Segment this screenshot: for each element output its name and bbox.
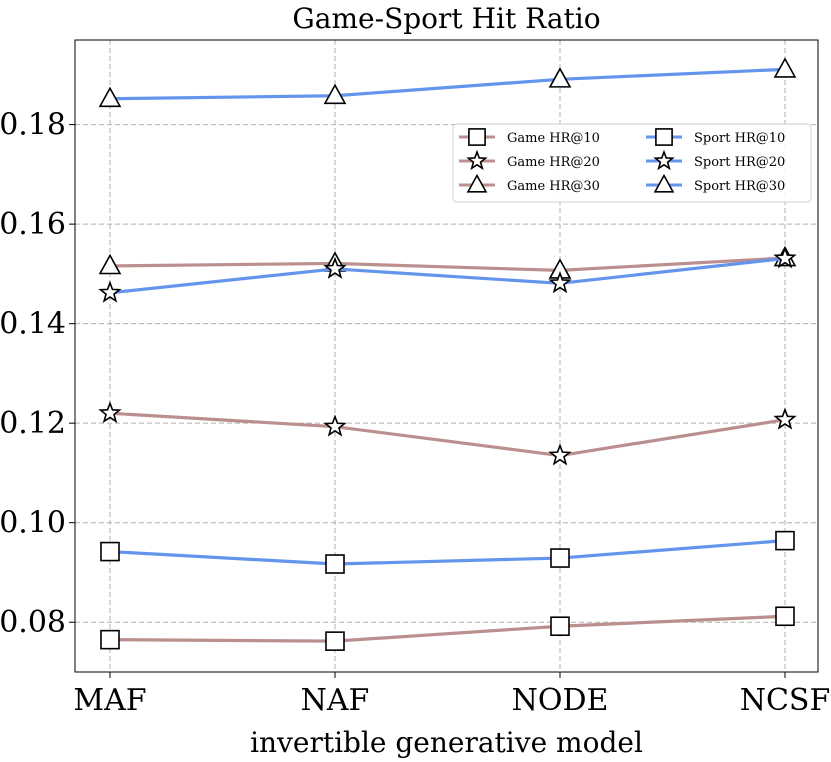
series-line-game-hr-10 xyxy=(109,614,786,643)
series-line-game-hr-20 xyxy=(109,411,786,458)
data-point-game-hr-10 xyxy=(775,606,795,627)
y-tick-label: 0.14 xyxy=(0,307,66,342)
series-line-sport-hr-30 xyxy=(109,67,786,101)
series-game-hr-30 xyxy=(98,245,797,279)
y-tick-label: 0.08 xyxy=(0,605,66,640)
data-point-game-hr-20 xyxy=(548,443,572,466)
data-point-game-hr-10 xyxy=(550,616,570,637)
legend-marker xyxy=(466,173,488,193)
series-sport-hr-20 xyxy=(98,246,797,303)
data-point-sport-hr-30 xyxy=(548,67,572,88)
data-point-sport-hr-20 xyxy=(98,280,122,303)
chart-title: Game-Sport Hit Ratio xyxy=(292,2,600,35)
x-tick-label: NODE xyxy=(512,683,609,718)
data-point-sport-hr-20 xyxy=(773,246,797,269)
grid-lines xyxy=(75,40,818,672)
series-game-hr-10 xyxy=(100,606,795,651)
data-point-sport-hr-30 xyxy=(773,57,797,78)
legend-entry-sport-hr-10: Sport HR@10 xyxy=(646,128,785,146)
data-point-sport-hr-30 xyxy=(98,86,122,108)
legend-marker xyxy=(653,149,675,171)
legend-entry-game-hr-30: Game HR@30 xyxy=(459,173,600,194)
y-tick-label: 0.18 xyxy=(0,108,66,143)
data-point-sport-hr-10 xyxy=(550,548,570,568)
data-point-game-hr-10 xyxy=(100,629,120,650)
x-tick-label: NCSF xyxy=(740,683,831,718)
legend-entry-sport-hr-30: Sport HR@30 xyxy=(646,173,785,194)
legend-marker xyxy=(468,128,486,146)
data-point-sport-hr-10 xyxy=(100,541,120,562)
legend: Game HR@10 Game HR@20 Game HR@30 Sport HR@1… xyxy=(452,123,812,203)
x-axis-label: invertible generative model xyxy=(250,726,643,759)
legend-marker xyxy=(466,149,488,171)
data-point-sport-hr-20 xyxy=(323,256,347,279)
legend-entry-sport-hr-20: Sport HR@20 xyxy=(646,149,785,171)
legend-label: Game HR@10 xyxy=(507,131,600,146)
data-point-game-hr-30 xyxy=(98,253,122,275)
data-point-game-hr-20 xyxy=(773,407,797,430)
legend-entry-game-hr-20: Game HR@20 xyxy=(459,149,600,171)
legend-box xyxy=(452,123,812,203)
legend-label: Game HR@20 xyxy=(507,155,600,170)
data-point-game-hr-10 xyxy=(325,631,345,651)
data-point-sport-hr-30 xyxy=(323,83,347,105)
legend-label: Sport HR@10 xyxy=(694,131,785,146)
data-point-game-hr-20 xyxy=(98,400,122,424)
series-sport-hr-30 xyxy=(98,57,797,108)
series-layer xyxy=(98,57,797,651)
legend-label: Sport HR@20 xyxy=(694,155,785,170)
x-tick-label: NAF xyxy=(301,683,370,718)
legend-label: Game HR@30 xyxy=(507,179,600,194)
series-line-game-hr-30 xyxy=(109,256,786,273)
y-tick-label: 0.10 xyxy=(0,506,66,541)
axes: 0.08 0.10 0.12 0.14 0.16 0.18 MAF NAF NODE NCSF xyxy=(0,108,830,718)
series-line-sport-hr-10 xyxy=(109,539,786,566)
series-game-hr-20 xyxy=(98,400,797,466)
data-point-sport-hr-10 xyxy=(325,554,345,574)
series-sport-hr-10 xyxy=(100,530,795,574)
series-line-sport-hr-20 xyxy=(109,256,786,295)
y-tick-label: 0.12 xyxy=(0,406,66,441)
legend-entry-game-hr-10: Game HR@10 xyxy=(459,128,600,146)
legend-marker xyxy=(653,173,675,193)
x-tick-label: MAF xyxy=(73,683,146,718)
legend-marker xyxy=(655,128,673,146)
data-point-sport-hr-10 xyxy=(775,530,795,551)
plot-frame xyxy=(74,39,819,673)
y-tick-label: 0.16 xyxy=(0,207,66,242)
data-point-game-hr-20 xyxy=(323,414,347,437)
legend-label: Sport HR@30 xyxy=(694,179,785,194)
data-point-sport-hr-20 xyxy=(548,271,572,294)
